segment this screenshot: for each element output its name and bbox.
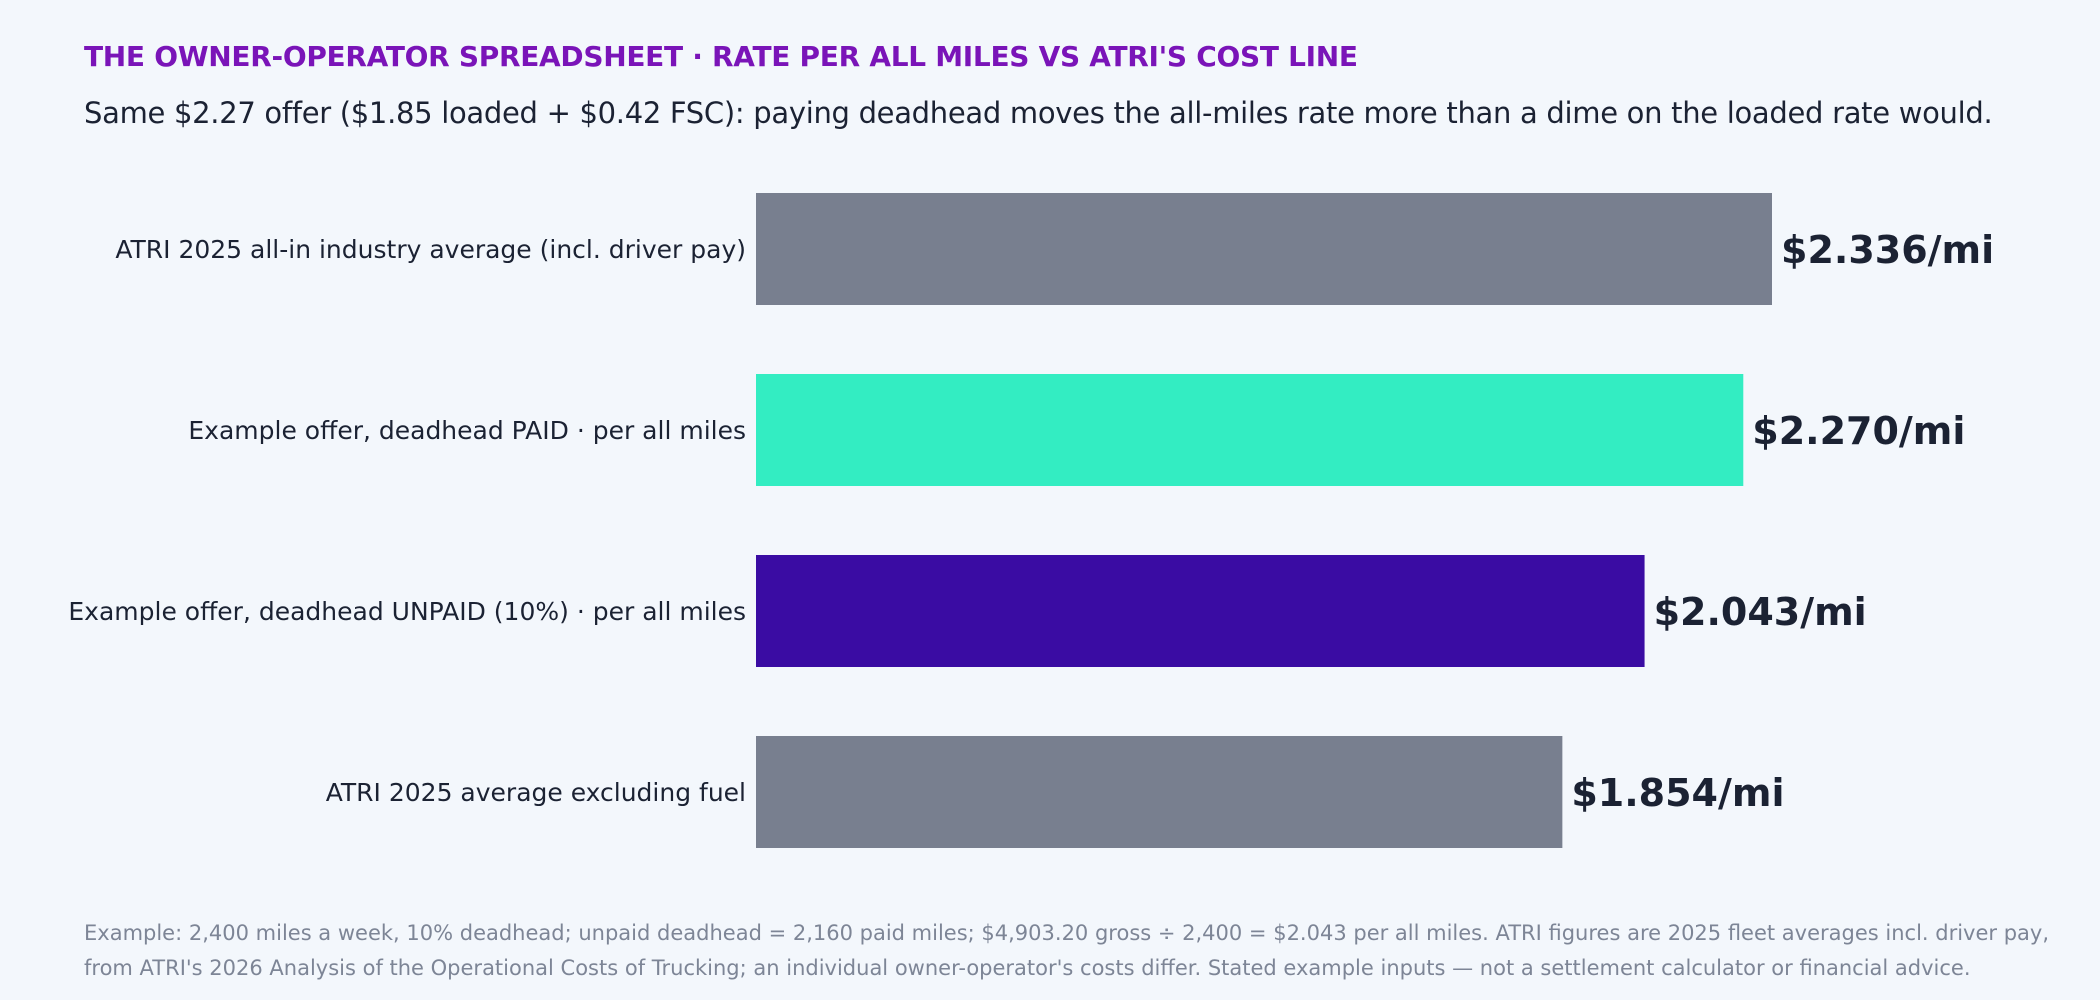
category-label-2: Example offer, deadhead PAID · per all m… bbox=[188, 416, 746, 445]
category-label-1: ATRI 2025 all-in industry average (incl.… bbox=[115, 235, 746, 264]
category-label-4: ATRI 2025 average excluding fuel bbox=[326, 778, 746, 807]
footnote-line-1: Example: 2,400 miles a week, 10% deadhea… bbox=[84, 921, 2050, 945]
value-label-2: $2.270/mi bbox=[1752, 409, 1965, 453]
chart-headline: Same $2.27 offer ($1.85 loaded + $0.42 F… bbox=[84, 96, 1993, 130]
value-label-3: $2.043/mi bbox=[1654, 590, 1867, 634]
bar-4 bbox=[756, 736, 1563, 848]
footnote-line-2: from ATRI's 2026 Analysis of the Operati… bbox=[84, 956, 1971, 980]
footnote: Example: 2,400 miles a week, 10% deadhea… bbox=[84, 916, 2050, 986]
bar-3 bbox=[756, 555, 1645, 667]
category-label-3: Example offer, deadhead UNPAID (10%) · p… bbox=[68, 597, 746, 626]
bar-1 bbox=[756, 193, 1772, 305]
bar-chart: ATRI 2025 all-in industry average (incl.… bbox=[68, 193, 1994, 848]
bar-2 bbox=[756, 374, 1744, 486]
value-label-4: $1.854/mi bbox=[1571, 771, 1784, 815]
chart-eyebrow-title: THE OWNER-OPERATOR SPREADSHEET · RATE PE… bbox=[84, 40, 1358, 73]
value-label-1: $2.336/mi bbox=[1781, 228, 1994, 272]
